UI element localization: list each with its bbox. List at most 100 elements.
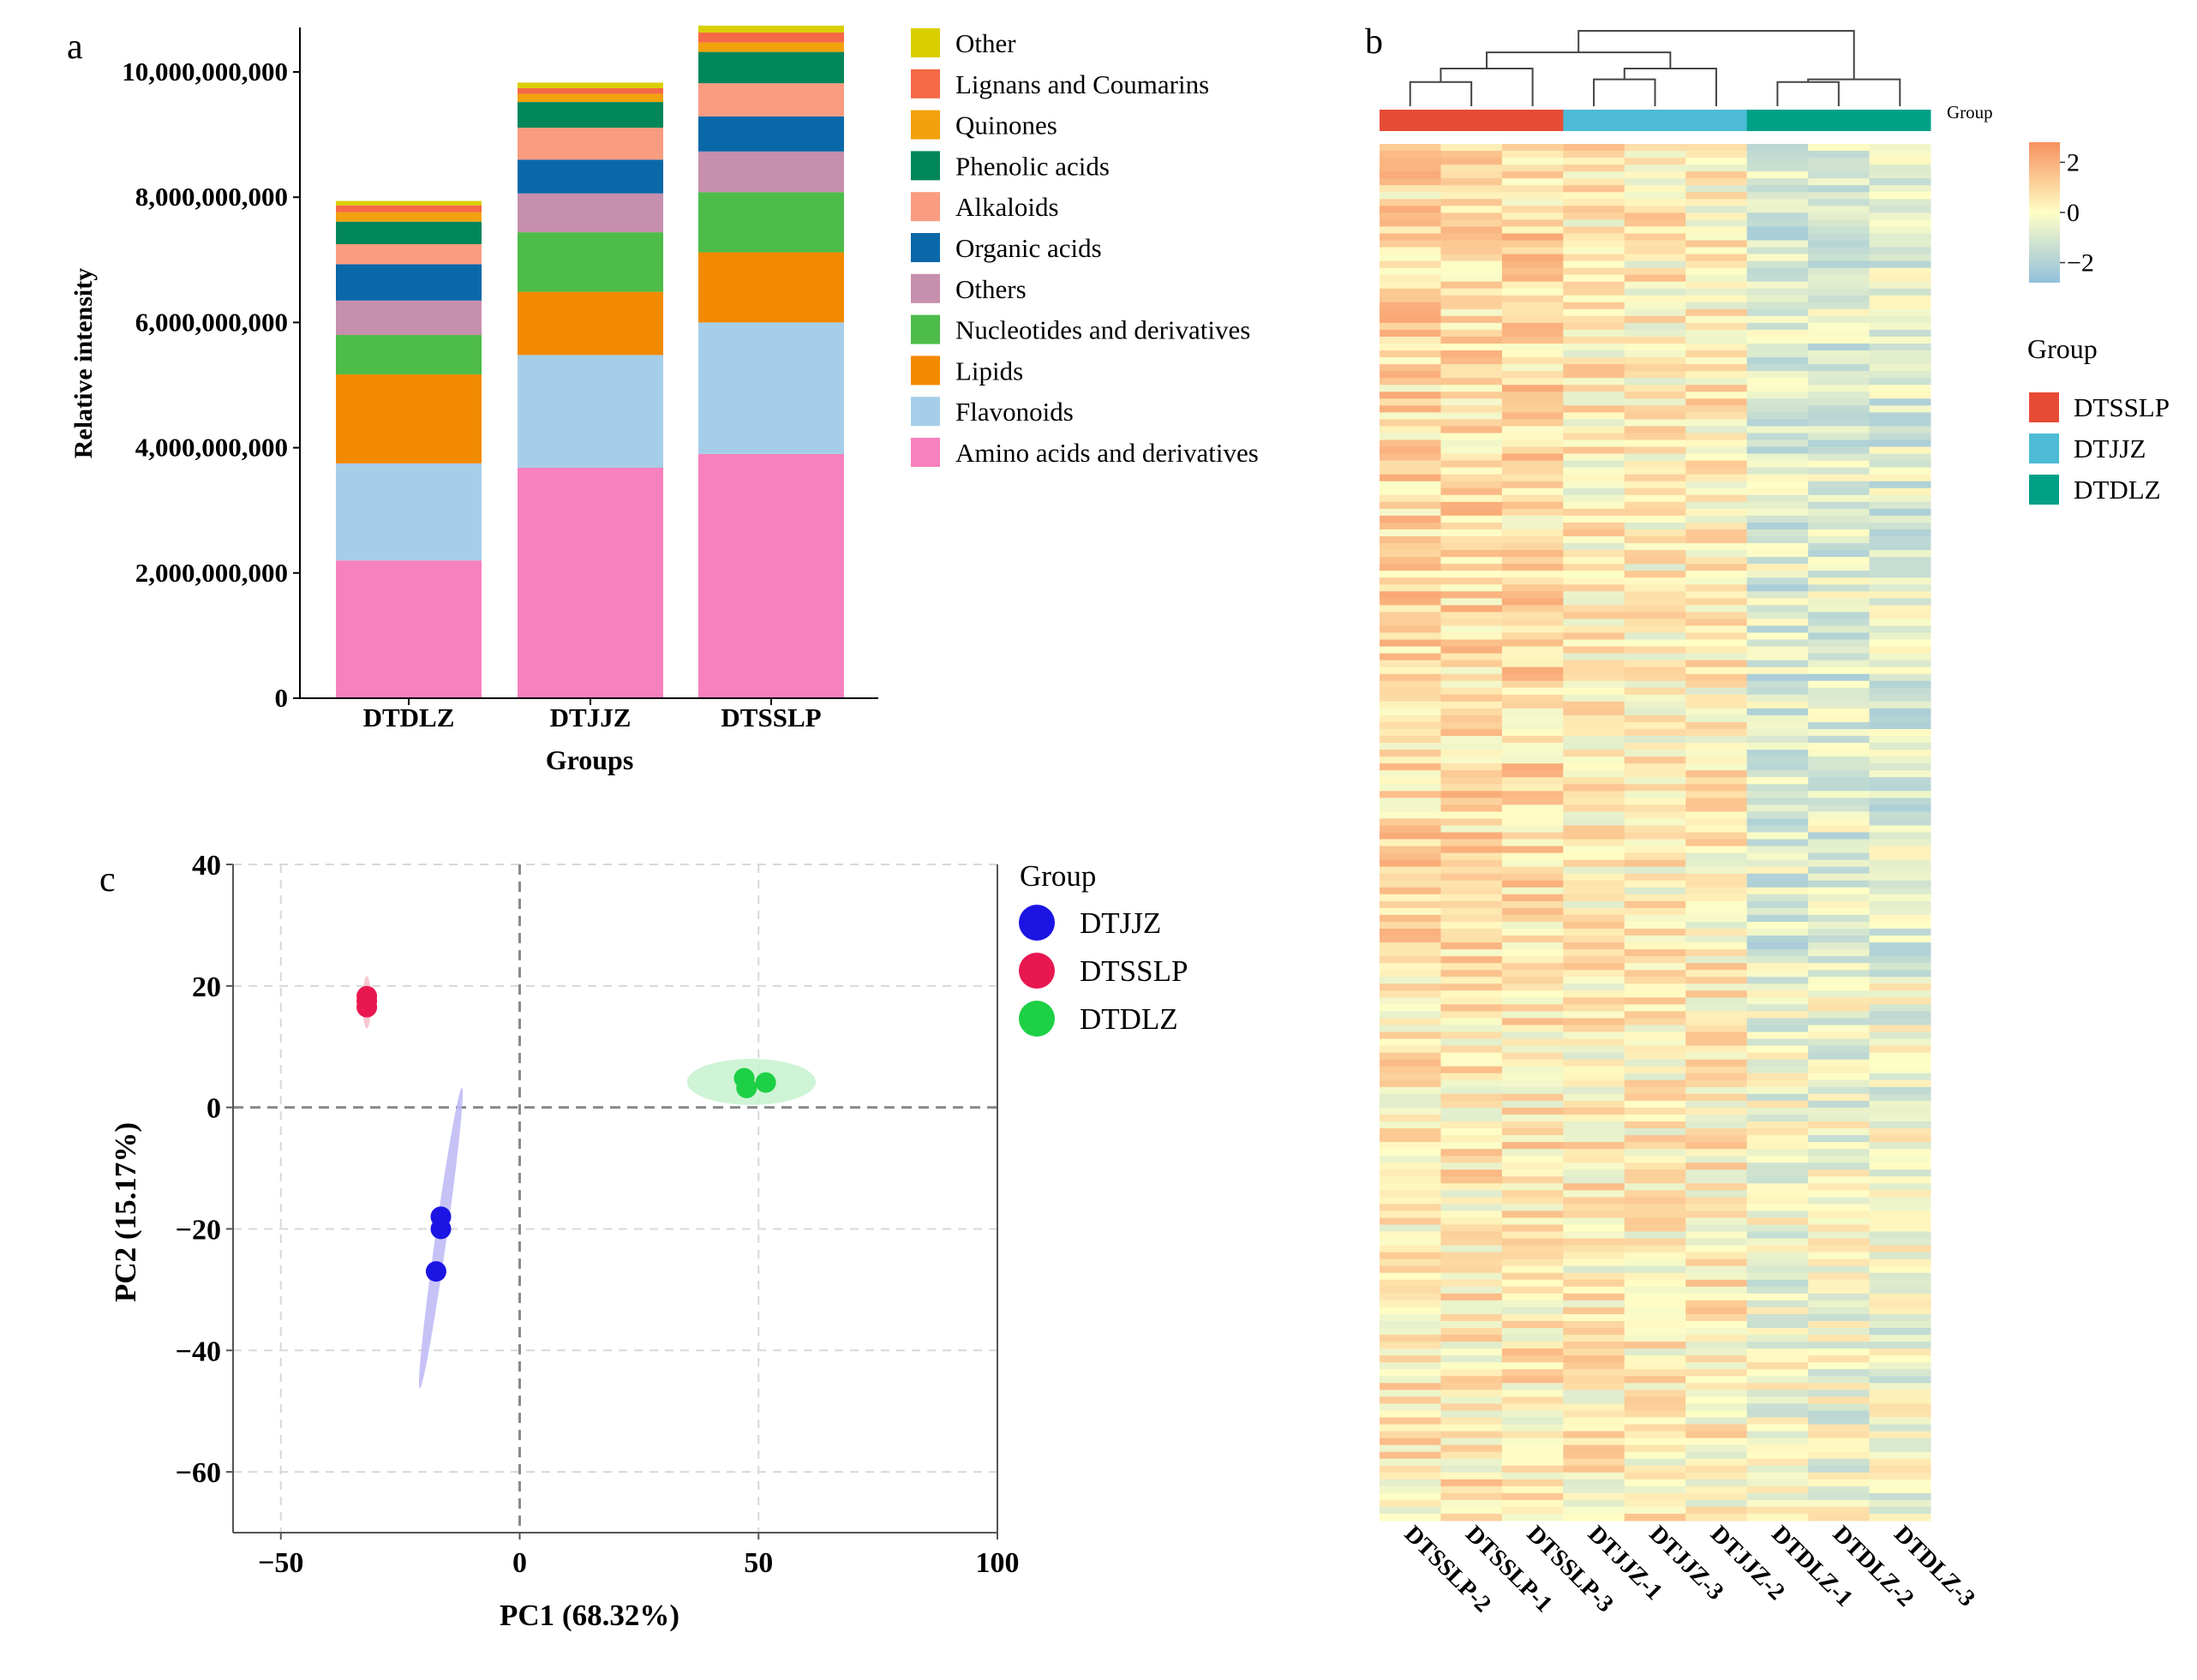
heatmap-cell — [1869, 680, 1931, 689]
heatmap-cell — [1380, 322, 1441, 331]
heatmap-cell — [1501, 1183, 1564, 1191]
legend-title: Group — [2027, 333, 2098, 364]
heatmap-cell — [1501, 515, 1564, 523]
heatmap-cell — [1563, 1438, 1625, 1446]
heatmap-cell — [1869, 171, 1931, 179]
heatmap-cell — [1869, 1396, 1931, 1404]
heatmap-cell — [1440, 1328, 1503, 1336]
y-tick-label: 0 — [275, 683, 289, 713]
x-tick-label: −50 — [258, 1547, 303, 1579]
heatmap-cell — [1808, 907, 1871, 916]
heatmap-cell — [1624, 315, 1686, 324]
heatmap-cell — [1380, 756, 1441, 764]
y-tick-label: 2,000,000,000 — [135, 558, 288, 588]
heatmap-cell — [1746, 632, 1809, 641]
heatmap-cell — [1501, 914, 1564, 923]
heatmap-cell — [1869, 1059, 1931, 1067]
heatmap-cell — [1746, 900, 1809, 909]
heatmap-cell — [1869, 151, 1931, 158]
heatmap-cell — [1746, 295, 1809, 303]
heatmap-cell — [1501, 1492, 1564, 1501]
heatmap-cell — [1869, 412, 1931, 420]
heatmap-cell — [1501, 1211, 1564, 1218]
heatmap-cell — [1440, 997, 1503, 1005]
heatmap-cell — [1685, 1079, 1748, 1088]
heatmap-cell — [1746, 852, 1809, 861]
heatmap-cell — [1808, 1156, 1871, 1163]
heatmap-cell — [1746, 1052, 1809, 1061]
heatmap-cell — [1746, 894, 1809, 902]
heatmap-cell — [1563, 798, 1625, 805]
heatmap-cell — [1746, 1355, 1809, 1363]
heatmap-cell — [1563, 1431, 1625, 1439]
bar-segment-dtdlz-lipids — [336, 374, 482, 463]
heatmap-cell — [1685, 1348, 1748, 1356]
heatmap-cell — [1440, 936, 1503, 943]
heatmap-cell — [1624, 1362, 1686, 1370]
heatmap-cell — [1869, 1410, 1931, 1418]
heatmap-cell — [1685, 1004, 1748, 1012]
heatmap-cell — [1624, 543, 1686, 551]
heatmap-cell — [1869, 625, 1931, 633]
x-tick-label: DTSSLP — [721, 702, 821, 732]
heatmap-cell — [1685, 825, 1748, 833]
heatmap-cell — [1380, 997, 1441, 1005]
heatmap-cell — [1440, 1499, 1503, 1508]
heatmap-cell — [1685, 619, 1748, 626]
heatmap-cell — [1380, 625, 1441, 633]
heatmap-cell — [1563, 206, 1625, 213]
heatmap-cell — [1746, 653, 1809, 661]
heatmap-cell — [1501, 1376, 1564, 1384]
heatmap-cell — [1746, 839, 1809, 847]
heatmap-cell — [1808, 949, 1871, 957]
panel-label-b: b — [1365, 22, 1383, 62]
heatmap-cell — [1440, 866, 1503, 875]
heatmap-cell — [1501, 839, 1564, 847]
heatmap-cell — [1685, 1342, 1748, 1349]
heatmap-cell — [1746, 942, 1809, 950]
heatmap-cell — [1440, 487, 1503, 496]
heatmap-cell — [1808, 315, 1871, 324]
heatmap-cell — [1380, 639, 1441, 648]
heatmap-cell — [1746, 1438, 1809, 1446]
heatmap-cell — [1808, 1335, 1871, 1342]
heatmap-cell — [1501, 571, 1564, 578]
heatmap-cell — [1440, 412, 1503, 420]
heatmap-cell — [1380, 680, 1441, 689]
heatmap-cell — [1685, 329, 1748, 338]
heatmap-cell — [1685, 963, 1748, 971]
heatmap-cell — [1869, 164, 1931, 172]
heatmap-cell — [1685, 515, 1748, 523]
heatmap-cell — [1380, 474, 1441, 482]
x-tick-label: 100 — [976, 1547, 1020, 1579]
heatmap-cell — [1869, 267, 1931, 276]
heatmap-cell — [1624, 439, 1686, 448]
heatmap-cell — [1624, 1142, 1686, 1150]
heatmap-cell — [1685, 1506, 1748, 1515]
heatmap-cell — [1563, 1465, 1625, 1474]
heatmap-cell — [1869, 1252, 1931, 1260]
heatmap-cell — [1440, 295, 1503, 303]
heatmap-cell — [1624, 1431, 1686, 1439]
heatmap-cell — [1624, 859, 1686, 868]
heatmap-cell — [1563, 240, 1625, 248]
heatmap-cell — [1380, 605, 1441, 613]
heatmap-cell — [1685, 632, 1748, 641]
bar-segment-dtsslp-organic-acids — [698, 116, 844, 152]
heatmap-cell — [1808, 887, 1871, 895]
heatmap-cell — [1440, 199, 1503, 206]
heatmap-cell — [1685, 728, 1748, 737]
heatmap-cell — [1501, 1272, 1564, 1281]
heatmap-cell — [1685, 577, 1748, 585]
heatmap-cell — [1624, 446, 1686, 455]
heatmap-cell — [1380, 247, 1441, 255]
heatmap-cell — [1624, 949, 1686, 957]
heatmap-cell — [1563, 1424, 1625, 1432]
heatmap-cell — [1869, 963, 1931, 971]
heatmap-cell — [1440, 859, 1503, 868]
heatmap-cell — [1685, 866, 1748, 875]
heatmap-cell — [1624, 736, 1686, 744]
heatmap-cell — [1869, 728, 1931, 737]
heatmap-cell — [1380, 970, 1441, 978]
bar-segment-dtsslp-other — [698, 25, 844, 33]
